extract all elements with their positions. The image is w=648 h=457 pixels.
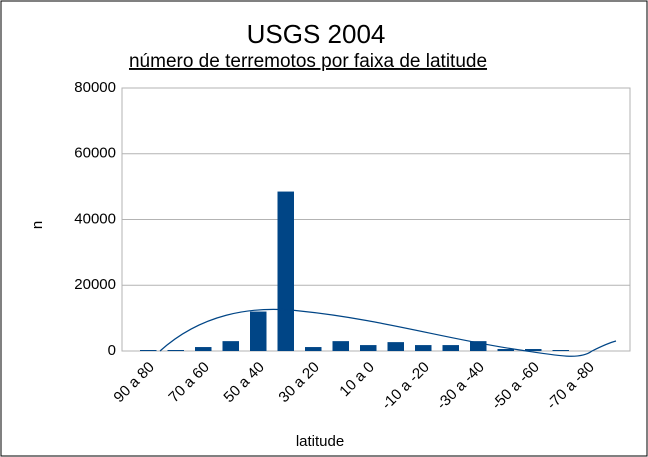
y-tick-label: 0 bbox=[108, 342, 116, 359]
y-tick-label: 60000 bbox=[74, 145, 116, 162]
bar bbox=[277, 191, 294, 351]
y-tick-label: 20000 bbox=[74, 276, 116, 293]
bar bbox=[360, 345, 377, 351]
chart-subtitle: número de terremotos por faixa de latitu… bbox=[129, 51, 487, 72]
bar bbox=[140, 350, 157, 351]
bar bbox=[250, 311, 267, 351]
bar bbox=[497, 349, 514, 351]
bar bbox=[415, 345, 432, 351]
bar bbox=[442, 345, 459, 351]
bar bbox=[167, 350, 184, 351]
bar bbox=[387, 342, 404, 351]
x-axis-label: latitude bbox=[296, 433, 344, 450]
bar bbox=[332, 341, 349, 351]
bar bbox=[305, 347, 322, 351]
bar bbox=[195, 347, 212, 351]
chart-title: USGS 2004 bbox=[247, 19, 386, 49]
y-tick-label: 40000 bbox=[74, 210, 116, 227]
y-axis-label: n bbox=[29, 221, 46, 229]
bar bbox=[552, 350, 569, 351]
y-tick-label: 80000 bbox=[74, 79, 116, 96]
bar bbox=[525, 349, 542, 351]
trend-line bbox=[159, 308, 617, 357]
bar bbox=[222, 341, 239, 351]
bar bbox=[470, 341, 487, 351]
